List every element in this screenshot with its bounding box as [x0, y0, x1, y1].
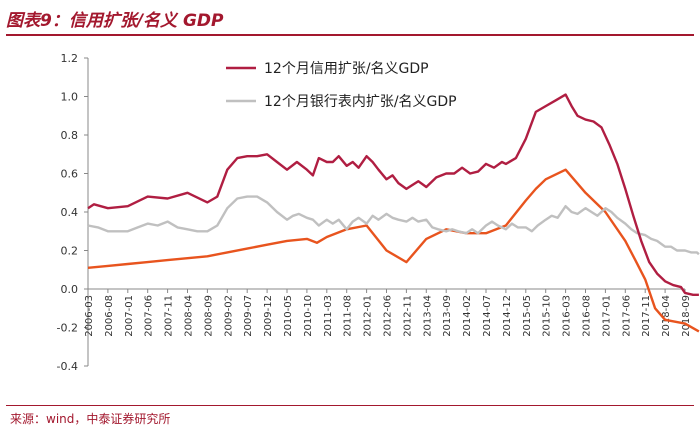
x-tick-label: 2008-09	[203, 295, 214, 337]
x-tick-label: 2014-02	[462, 295, 473, 337]
x-tick-label: 2007-11	[164, 295, 175, 337]
x-tick-label: 2006-08	[104, 295, 115, 337]
x-tick-label: 2011-03	[323, 295, 334, 337]
line-chart: 1.2 1.0 0.8 0.6 0.4 0.2 0.0 -0.2 -0.4 2006-03 2006…	[57, 52, 700, 373]
source-divider	[6, 405, 694, 406]
figure-title: 图表9：信用扩张/名义 GDP	[6, 11, 224, 31]
chart-legend: 12个月信用扩张/名义GDP 12个月银行表内扩张/名义GDP	[226, 61, 457, 110]
x-tick-label: 2016-03	[562, 295, 573, 337]
x-tick-label: 2010-05	[283, 295, 294, 337]
x-tick-label: 2007-01	[124, 295, 135, 337]
x-tick-label: 2006-03	[84, 295, 95, 337]
y-tick-label: 1.0	[61, 91, 79, 104]
chart-axes: 1.2 1.0 0.8 0.6 0.4 0.2 0.0 -0.2 -0.4 2006-03 2006…	[57, 52, 692, 373]
x-tick-label: 2012-06	[383, 295, 394, 337]
x-tick-label: 2016-08	[582, 295, 593, 337]
x-tick-label: 2007-06	[144, 295, 155, 337]
legend-label-0: 12个月信用扩张/名义GDP	[264, 61, 429, 77]
series-line-1	[87, 195, 700, 256]
y-tick-label: 0.4	[61, 206, 79, 219]
x-tick-label: 2015-10	[542, 295, 553, 337]
x-tick-label: 2014-12	[502, 295, 513, 337]
source-note: 来源：wind，中泰证券研究所	[10, 412, 171, 426]
x-tick-label: 2012-11	[402, 295, 413, 337]
chart-series	[87, 93, 700, 333]
x-tick-label: 2018-09	[681, 295, 692, 337]
y-tick-label: -0.2	[57, 322, 78, 335]
x-tick-label: 2017-11	[641, 295, 652, 337]
title-divider	[6, 34, 694, 36]
x-tick-label: 2013-09	[442, 295, 453, 337]
y-tick-label: 0.0	[61, 283, 79, 296]
x-tick-label: 2008-04	[184, 295, 195, 337]
x-tick-label: 2012-01	[363, 295, 374, 337]
x-tick-label: 2011-08	[343, 295, 354, 337]
x-tick-label: 2010-10	[303, 295, 314, 337]
x-tick-label: 2018-04	[661, 295, 672, 337]
y-tick-label: -0.4	[57, 360, 78, 373]
y-tick-label: 0.6	[61, 168, 79, 181]
y-tick-label: 0.8	[61, 129, 79, 142]
x-tick-label: 2009-12	[263, 295, 274, 337]
x-tick-label: 2017-06	[621, 295, 632, 337]
x-tick-label: 2009-07	[243, 295, 254, 337]
series-line-0	[87, 93, 699, 296]
x-tick-label: 2014-07	[482, 295, 493, 337]
x-tick-label: 2015-05	[522, 295, 533, 337]
legend-label-1: 12个月银行表内扩张/名义GDP	[264, 94, 457, 110]
series-line-2	[87, 168, 700, 333]
x-tick-label: 2017-01	[601, 295, 612, 337]
x-tick-label: 2013-04	[422, 295, 433, 337]
x-tick-label: 2009-02	[223, 295, 234, 337]
y-tick-label: 0.2	[61, 245, 79, 258]
y-tick-label: 1.2	[61, 52, 79, 65]
